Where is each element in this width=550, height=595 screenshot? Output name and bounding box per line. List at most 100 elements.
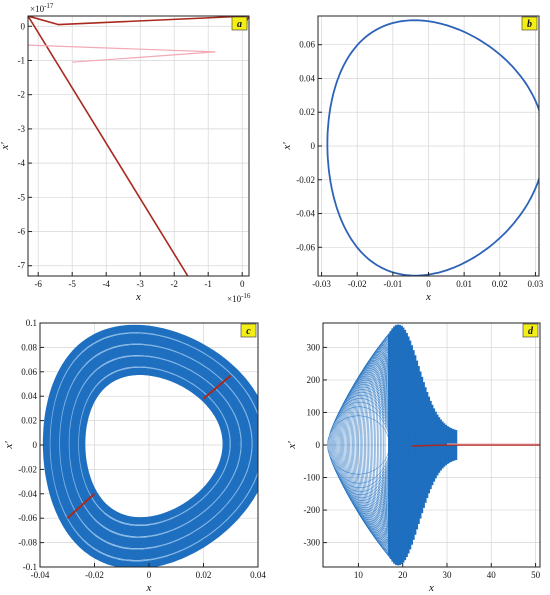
panel-badge [522, 323, 539, 338]
y-tick-label: -0.02 [296, 175, 315, 185]
panel-badge-label: a [237, 19, 242, 30]
x-tick-label: 40 [487, 570, 497, 580]
orbit-band-line [54, 339, 258, 555]
x-tick-label: 0 [147, 570, 152, 580]
x-tick-label: 10 [354, 570, 364, 580]
y-tick-label: -0.06 [18, 513, 37, 523]
orbit-band-line [58, 343, 253, 550]
cross-section-line [66, 493, 96, 519]
y-tick-label: 0.06 [299, 40, 315, 50]
cross-section-line [202, 374, 232, 400]
y-axis-label: x' [0, 142, 11, 151]
panel-badge [231, 16, 248, 31]
y-tick-label: -300 [304, 538, 321, 548]
x-axis-label: x [428, 582, 434, 594]
data-layer [28, 16, 249, 276]
y-tick-label: -0.08 [18, 538, 37, 548]
y-tick-label: -0.04 [18, 489, 37, 499]
orbit-band-line [42, 324, 258, 567]
x-tick-label: -0.02 [85, 570, 104, 580]
x-tick-label: 0.03 [528, 279, 544, 289]
y-tick-label: 0.02 [21, 416, 37, 426]
grid [28, 16, 249, 276]
y-tick-label: 0.1 [26, 318, 37, 328]
x-tick-label: -4 [102, 279, 110, 289]
panel-badge [240, 323, 257, 338]
y-tick-label: -200 [304, 505, 321, 515]
x-tick-label: 20 [398, 570, 408, 580]
series-line [28, 44, 216, 63]
y-tick-label: 0 [33, 440, 38, 450]
x-axis-label: x [146, 582, 152, 594]
y-tick-label: 0.06 [21, 367, 37, 377]
grid [318, 16, 539, 276]
y-tick-label: -100 [304, 473, 321, 483]
y-tick-label: 100 [307, 407, 321, 417]
y-tick-label: -2 [18, 90, 26, 100]
y-tick-label: 200 [307, 375, 321, 385]
x-tick-label: -0.01 [383, 279, 402, 289]
x-tick-label: 0 [240, 279, 245, 289]
panel-b: -0.03 -0.02 -0.01 0 0.01 0.02 0.03 -0.06 -0.04 -0… [281, 15, 544, 303]
x-tick-label: -1 [204, 279, 212, 289]
orbit-band-line [71, 359, 238, 534]
panel-badge [521, 16, 538, 31]
y-tick-label: 0.04 [299, 73, 315, 83]
y-tick-label: -0.1 [23, 562, 37, 572]
orbit-band-line [73, 361, 236, 531]
orbit-band-line [68, 355, 242, 538]
y-tick-label: 0.02 [299, 107, 315, 117]
x-tick-label: 30 [443, 570, 453, 580]
x-multiplier-exp: -16 [241, 292, 251, 300]
series-line [28, 16, 189, 276]
orbit-band-line [52, 336, 258, 558]
y-tick-label: -6 [18, 227, 26, 237]
panel-badge-label: d [528, 326, 534, 337]
y-tick-label: 0 [311, 141, 316, 151]
orbit-band-line [61, 347, 249, 546]
orbit-band-line [64, 350, 247, 543]
panel-badge-label: c [246, 326, 251, 337]
x-tick-label: 0 [426, 279, 431, 289]
panel-d: 10 20 30 40 50 300 200 100 0 -100 -200 -300 x x' d [286, 322, 541, 594]
y-axis-label: x' [281, 142, 293, 151]
y-multiplier-exp: -17 [44, 2, 54, 10]
x-tick-label: -5 [68, 279, 76, 289]
x-tick-label: -3 [136, 279, 144, 289]
panel-badge-label: b [527, 19, 532, 30]
y-tick-label: 300 [307, 342, 321, 352]
x-tick-label: -0.04 [31, 570, 50, 580]
orbit-band-line [45, 327, 258, 566]
y-tick-label: -3 [18, 124, 26, 134]
orbit-band-line [80, 370, 228, 522]
x-tick-label: -0.03 [312, 279, 331, 289]
x-multiplier: ×10-16 [227, 292, 251, 304]
orbit-band-line [68, 356, 241, 537]
orbit-band-line [78, 367, 230, 525]
panel-c: -0.04 -0.02 0 0.02 0.04 0.1 0.08 0.06 0.04 0.02 0 -… [3, 318, 266, 594]
x-axis-label: x [135, 291, 141, 303]
orbit-band-line [49, 333, 258, 560]
y-tick-label: -0.02 [18, 464, 37, 474]
y-tick-label: -7 [18, 261, 26, 271]
y-tick-label: 0 [21, 21, 26, 31]
y-tick-label: -4 [18, 158, 26, 168]
y-tick-label: -1 [18, 55, 26, 65]
tail-line [411, 444, 540, 447]
x-axis-label: x [425, 291, 431, 303]
x-tick-label: -2 [170, 279, 178, 289]
y-tick-label: 0.04 [21, 391, 37, 401]
y-multiplier: ×10-17 [30, 2, 54, 14]
x-tick-label: 0.02 [492, 279, 508, 289]
orbit-line [326, 19, 539, 276]
data-layer [326, 19, 539, 276]
x-tick-label: 0.02 [196, 570, 212, 580]
plot-frame [27, 15, 250, 277]
data-layer [327, 324, 540, 566]
series-line [28, 16, 249, 28]
orbit-band-line [77, 366, 231, 526]
y-axis-label: x' [286, 441, 298, 450]
y-tick-label: 0 [316, 440, 321, 450]
y-tick-label: 0.08 [21, 342, 37, 352]
